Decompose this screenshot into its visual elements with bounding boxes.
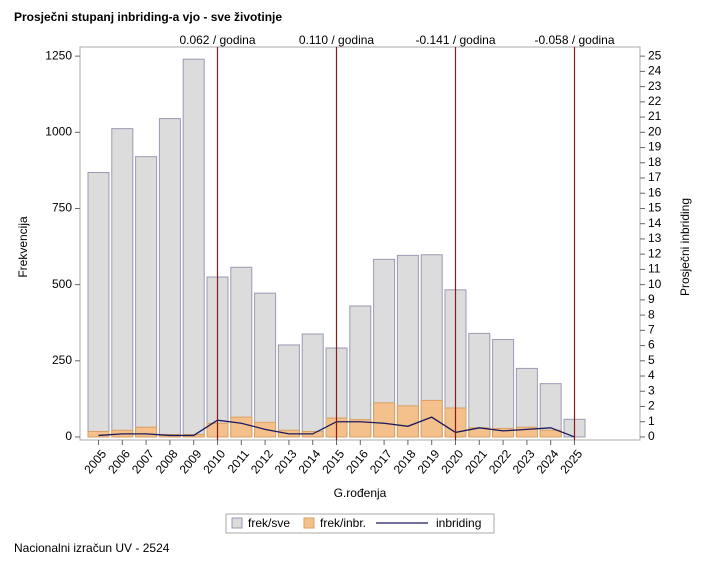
- x-tick-label: 2025: [557, 447, 585, 477]
- legend-box: [225, 513, 495, 534]
- x-tick-label: 2013: [272, 447, 300, 477]
- y2-tick-label: 9: [648, 292, 655, 306]
- bar: [515, 426, 538, 438]
- x-tick-label: 2021: [462, 447, 490, 477]
- bar: [396, 405, 419, 438]
- bar: [420, 399, 443, 438]
- bar: [373, 402, 396, 438]
- bar: [349, 305, 372, 438]
- bar: [349, 419, 372, 438]
- y2-tick-label: 24: [648, 64, 662, 78]
- bar: [135, 156, 158, 438]
- y2-tick-label: 13: [648, 231, 662, 245]
- bar: [182, 58, 205, 438]
- x-tick-label: 2019: [415, 447, 443, 477]
- y2-tick-label: 20: [648, 124, 662, 138]
- x-axis-label: G.rođenja: [334, 486, 387, 500]
- x-tick-label: 2007: [129, 447, 157, 477]
- bar: [111, 128, 134, 438]
- bar: [254, 292, 277, 438]
- bar: [301, 333, 324, 438]
- bar: [468, 332, 491, 438]
- y2-tick-label: 1: [648, 414, 655, 428]
- legend-swatch: [231, 517, 243, 529]
- trend-label: -0.058 / godina: [534, 33, 614, 47]
- x-tick-label: 2015: [319, 447, 347, 477]
- y2-tick-label: 3: [648, 383, 655, 397]
- y2-tick-label: 6: [648, 338, 655, 352]
- y2-tick-label: 12: [648, 246, 662, 260]
- y2-tick-label: 18: [648, 155, 662, 169]
- x-tick-label: 2014: [296, 447, 324, 477]
- footnote: Nacionalni izračun UV - 2524: [14, 541, 170, 555]
- y-axis-label: Frekvencija: [16, 216, 30, 278]
- y-tick-label: 1000: [45, 124, 72, 138]
- bar: [135, 426, 158, 438]
- x-tick-label: 2011: [225, 447, 253, 476]
- y-tick-label: 500: [52, 277, 72, 291]
- x-tick-label: 2012: [248, 447, 276, 477]
- x-tick-label: 2008: [153, 447, 181, 477]
- legend-label: frek/inbr.: [320, 516, 366, 530]
- y-tick-label: 1250: [45, 48, 72, 62]
- y2-tick-label: 19: [648, 140, 662, 154]
- y2-tick-label: 14: [648, 216, 662, 230]
- x-tick-label: 2020: [438, 447, 466, 477]
- bar: [492, 427, 515, 438]
- bar: [230, 266, 253, 438]
- chart-title: Prosječni stupanj inbriding-a vjo - sve …: [14, 10, 282, 24]
- x-tick-label: 2009: [177, 447, 205, 477]
- y2-tick-label: 22: [648, 94, 662, 108]
- y-tick-label: 0: [65, 429, 72, 443]
- bar: [158, 118, 181, 438]
- y2-tick-label: 17: [648, 170, 662, 184]
- y2-tick-label: 25: [648, 48, 662, 62]
- bar: [539, 383, 562, 438]
- legend-label: inbriding: [436, 516, 481, 530]
- x-tick-label: 2023: [510, 447, 538, 477]
- bar: [87, 172, 110, 438]
- y2-axis-label: Prosječni inbriding: [678, 198, 692, 296]
- x-tick-label: 2010: [200, 447, 228, 477]
- bar: [492, 338, 515, 438]
- y2-tick-label: 2: [648, 399, 655, 413]
- y2-tick-label: 8: [648, 307, 655, 321]
- bar: [230, 416, 253, 438]
- x-tick-label: 2006: [105, 447, 133, 477]
- y2-tick-label: 16: [648, 185, 662, 199]
- y2-tick-label: 11: [648, 262, 661, 276]
- legend-swatch: [303, 517, 315, 529]
- y2-tick-label: 23: [648, 79, 662, 93]
- y2-tick-label: 15: [648, 201, 662, 215]
- trend-label: 0.110 / godina: [299, 33, 375, 47]
- y2-tick-label: 10: [648, 277, 662, 291]
- y2-tick-label: 0: [648, 429, 655, 443]
- trend-label: -0.141 / godina: [415, 33, 495, 47]
- y2-tick-label: 5: [648, 353, 655, 367]
- y2-tick-label: 7: [648, 322, 655, 336]
- x-tick-label: 2024: [534, 447, 562, 477]
- y-tick-label: 750: [52, 201, 72, 215]
- legend-label: frek/sve: [248, 516, 290, 530]
- x-tick-label: 2016: [343, 447, 371, 477]
- x-tick-label: 2018: [391, 447, 419, 477]
- bar: [277, 344, 300, 438]
- bar: [515, 367, 538, 438]
- bar: [87, 430, 110, 438]
- y-tick-label: 250: [52, 353, 72, 367]
- y2-tick-label: 4: [648, 368, 655, 382]
- x-tick-label: 2005: [81, 447, 109, 477]
- trend-label: 0.062 / godina: [179, 33, 255, 47]
- x-tick-label: 2022: [486, 447, 514, 477]
- x-tick-label: 2017: [367, 447, 395, 477]
- y2-tick-label: 21: [648, 109, 662, 123]
- bar: [539, 429, 562, 438]
